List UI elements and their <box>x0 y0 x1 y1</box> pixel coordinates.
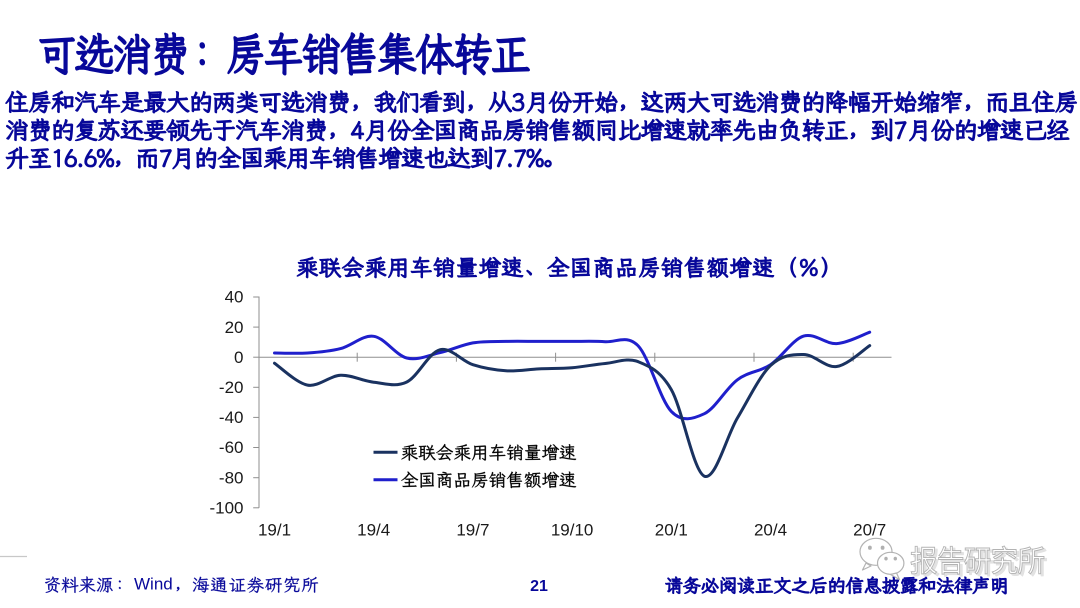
svg-text:-100: -100 <box>209 499 243 518</box>
svg-text:19/7: 19/7 <box>456 520 489 539</box>
svg-text:0: 0 <box>234 348 243 367</box>
svg-text:Wind: Wind <box>134 575 173 594</box>
svg-text:40: 40 <box>225 288 244 307</box>
svg-text:20: 20 <box>225 318 244 337</box>
svg-text:-60: -60 <box>219 438 244 457</box>
svg-text:-40: -40 <box>219 408 244 427</box>
svg-text:-20: -20 <box>219 378 244 397</box>
svg-text:20/7: 20/7 <box>853 520 886 539</box>
svg-text:19/4: 19/4 <box>357 520 390 539</box>
svg-text:19/10: 19/10 <box>551 520 594 539</box>
svg-text:20/1: 20/1 <box>655 520 688 539</box>
svg-text:-80: -80 <box>219 468 244 487</box>
svg-text:19/1: 19/1 <box>258 520 291 539</box>
svg-text:20/4: 20/4 <box>754 520 787 539</box>
svg-text:21: 21 <box>530 578 548 595</box>
